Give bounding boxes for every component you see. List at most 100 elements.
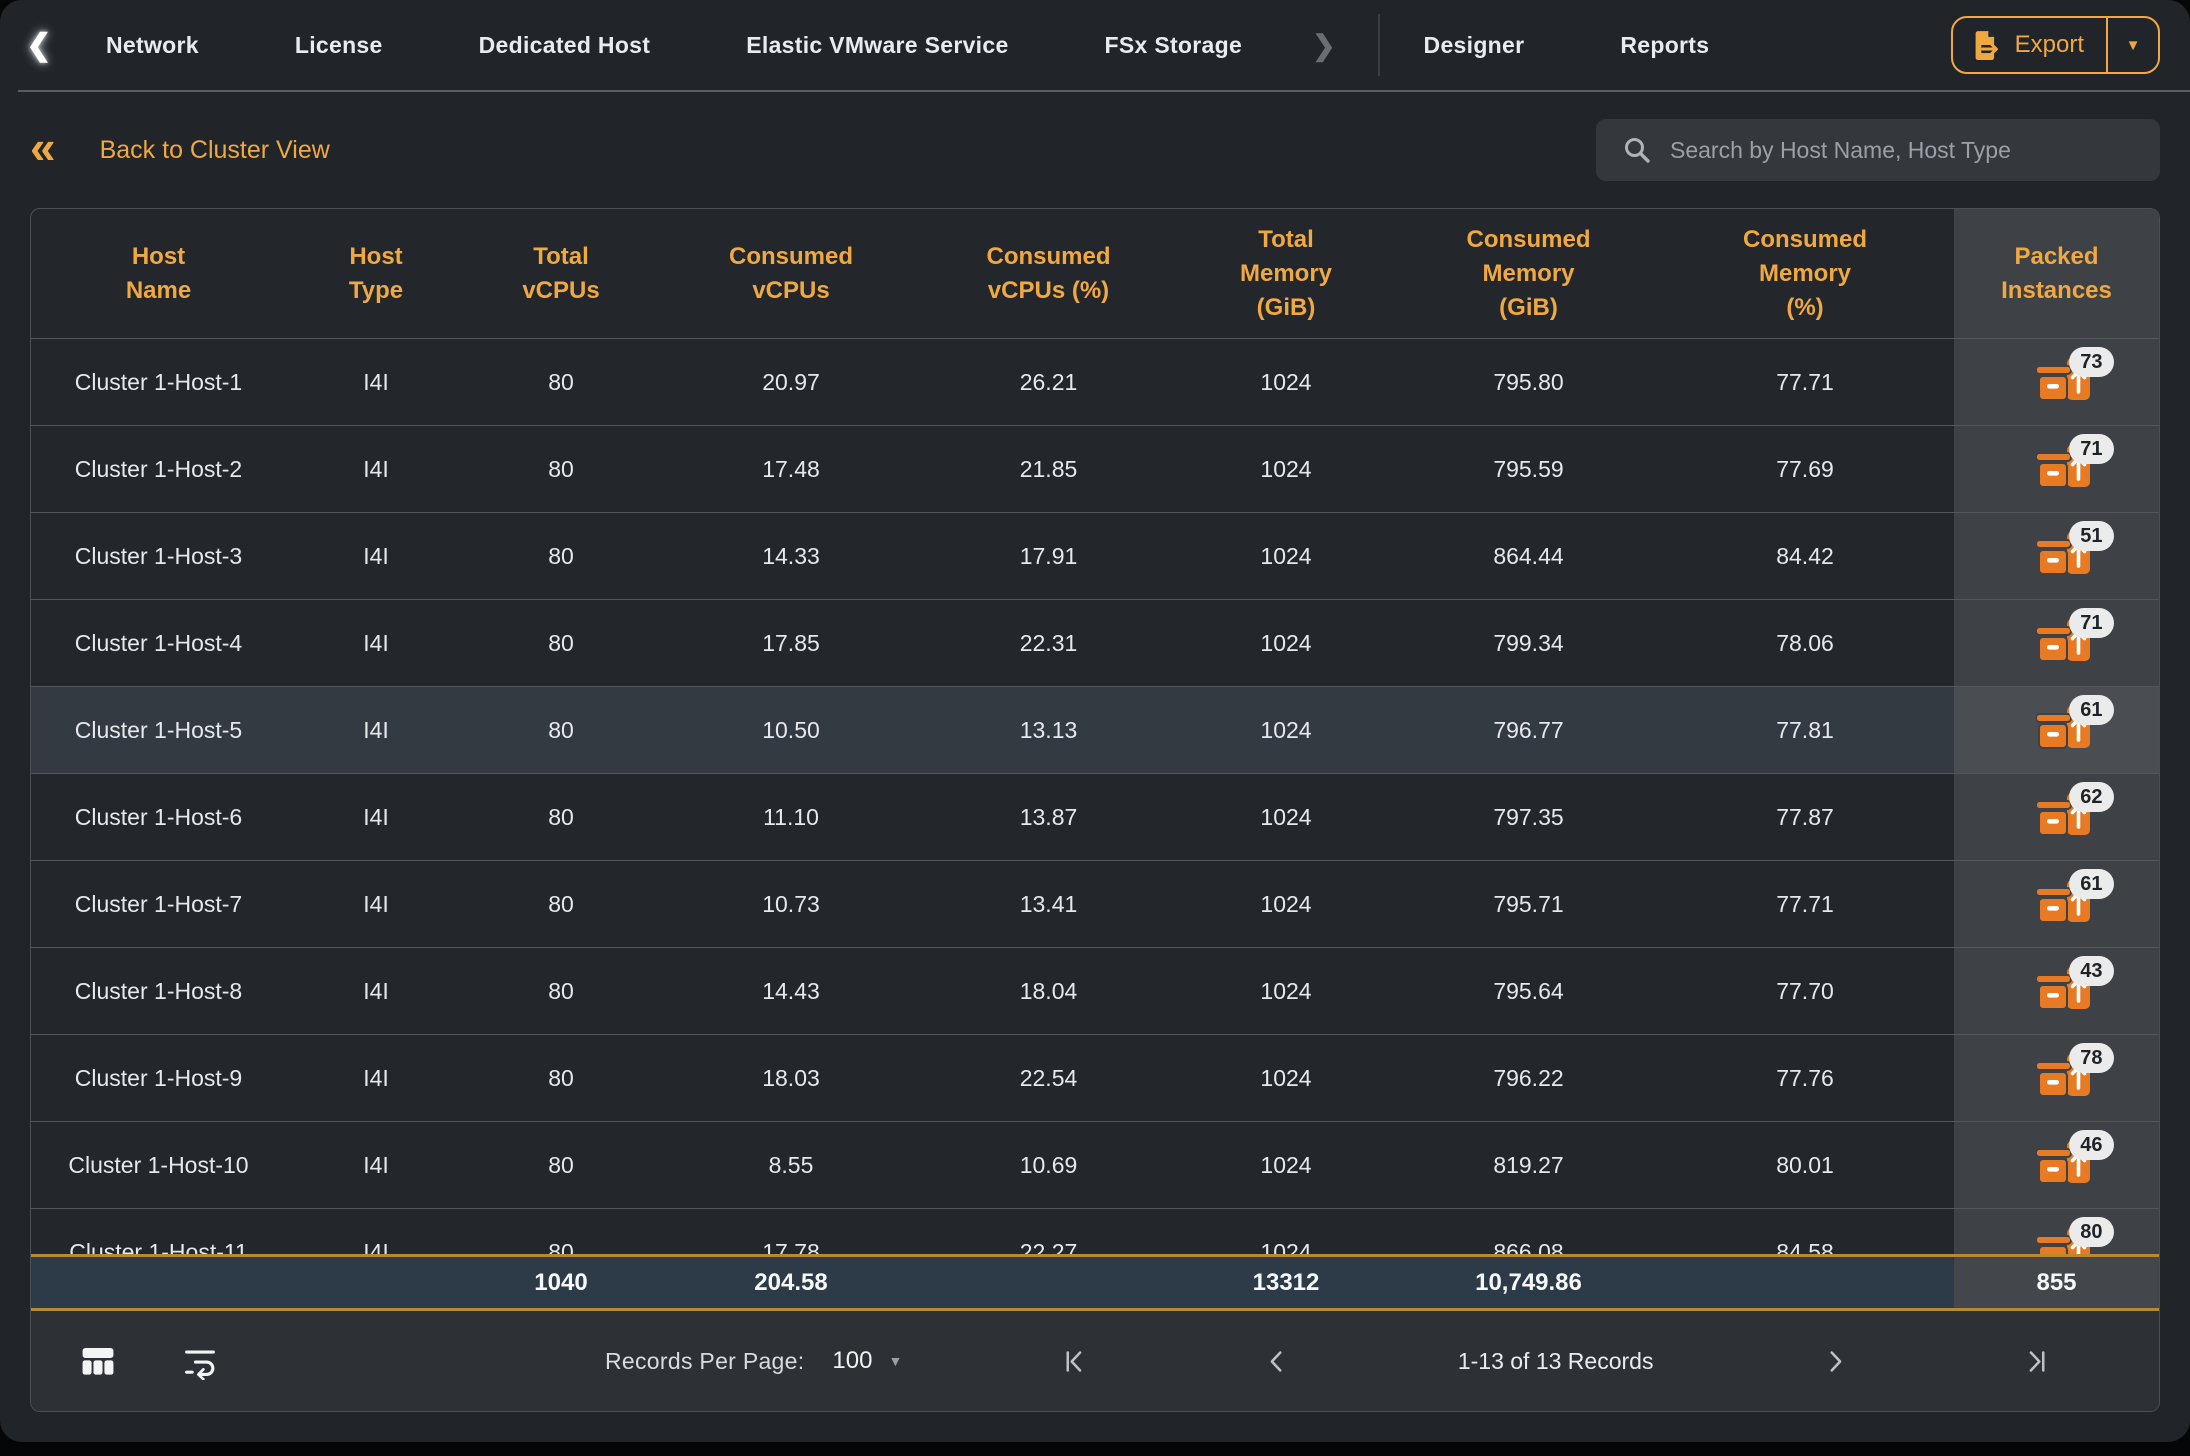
nav-tab-designer[interactable]: Designer: [1424, 32, 1525, 59]
cell-packed-instances: 73: [1954, 339, 2159, 426]
cell-consumed-memory-pct: 77.70: [1656, 948, 1954, 1035]
packed-instances-icon[interactable]: 61: [2036, 704, 2092, 750]
cell-packed-instances: 51: [1954, 513, 2159, 600]
cell-consumed-memory-pct: 77.71: [1656, 861, 1954, 948]
search-box[interactable]: [1596, 119, 2160, 181]
cell-consumed-memory: 795.59: [1401, 426, 1656, 513]
packed-instances-icon[interactable]: 62: [2036, 791, 2092, 837]
packed-instances-icon[interactable]: 43: [2036, 965, 2092, 1011]
pagination-range-label: 1-13 of 13 Records: [1458, 1348, 1654, 1375]
packed-instances-icon[interactable]: 61: [2036, 878, 2092, 924]
next-page-button[interactable]: [1812, 1339, 1856, 1383]
cell-host-name: Cluster 1-Host-5: [31, 687, 286, 774]
table-row[interactable]: Cluster 1-Host-4 I4I 80 17.85 22.31 1024…: [31, 600, 2159, 687]
table-row[interactable]: Cluster 1-Host-9 I4I 80 18.03 22.54 1024…: [31, 1035, 2159, 1122]
col-header-total-vcpus[interactable]: Total vCPUs: [466, 209, 656, 339]
packed-instances-icon[interactable]: 46: [2036, 1139, 2092, 1185]
text-wrap-icon[interactable]: [173, 1334, 227, 1388]
cell-packed-instances: 80: [1954, 1209, 2159, 1255]
cell-host-type: I4I: [286, 1209, 466, 1255]
col-header-consumed-vcpus[interactable]: Consumed vCPUs: [656, 209, 926, 339]
cell-consumed-memory: 799.34: [1401, 600, 1656, 687]
col-header-consumed-vcpus-pct[interactable]: Consumed vCPUs (%): [926, 209, 1171, 339]
packed-instances-icon[interactable]: 71: [2036, 443, 2092, 489]
cell-host-name: Cluster 1-Host-9: [31, 1035, 286, 1122]
table-row[interactable]: Cluster 1-Host-10 I4I 80 8.55 10.69 1024…: [31, 1122, 2159, 1209]
col-header-consumed-memory[interactable]: Consumed Memory (GiB): [1401, 209, 1656, 339]
nav-tab-elastic-vmware-service[interactable]: Elastic VMware Service: [746, 32, 1008, 59]
packed-instances-icon[interactable]: 71: [2036, 617, 2092, 663]
col-header-consumed-memory-pct[interactable]: Consumed Memory (%): [1656, 209, 1954, 339]
col-header-host-name[interactable]: Host Name: [31, 209, 286, 339]
last-page-button[interactable]: [2015, 1339, 2059, 1383]
col-header-host-type[interactable]: Host Type: [286, 209, 466, 339]
table-row[interactable]: Cluster 1-Host-1 I4I 80 20.97 26.21 1024…: [31, 339, 2159, 426]
export-button[interactable]: Export ▼: [1951, 16, 2160, 74]
export-icon: [1971, 30, 2001, 60]
cell-total-memory: 1024: [1171, 513, 1401, 600]
table-row[interactable]: Cluster 1-Host-11 I4I 80 17.78 22.27 102…: [31, 1209, 2159, 1255]
packed-instances-icon[interactable]: 51: [2036, 530, 2092, 576]
nav-tab-network[interactable]: Network: [106, 32, 199, 59]
nav-tab-fsx-storage[interactable]: FSx Storage: [1105, 32, 1243, 59]
cell-packed-instances: 61: [1954, 861, 2159, 948]
packed-instances-icon[interactable]: 78: [2036, 1052, 2092, 1098]
cell-consumed-vcpus-pct: 13.87: [926, 774, 1171, 861]
cell-consumed-vcpus: 20.97: [656, 339, 926, 426]
nav-tab-reports[interactable]: Reports: [1620, 32, 1709, 59]
table-row[interactable]: Cluster 1-Host-7 I4I 80 10.73 13.41 1024…: [31, 861, 2159, 948]
nav-overflow-chevron-icon[interactable]: ❯: [1312, 29, 1335, 62]
first-page-button[interactable]: [1052, 1339, 1096, 1383]
nav-tabs: Network License Dedicated Host Elastic V…: [106, 32, 1242, 59]
packed-instances-icon[interactable]: 80: [2036, 1226, 2092, 1254]
back-to-cluster-view-link[interactable]: « Back to Cluster View: [30, 130, 330, 170]
cell-consumed-memory: 795.71: [1401, 861, 1656, 948]
nav-tab-dedicated-host[interactable]: Dedicated Host: [479, 32, 651, 59]
col-header-packed-instances[interactable]: Packed Instances: [1954, 209, 2159, 339]
table-row[interactable]: Cluster 1-Host-5 I4I 80 10.50 13.13 1024…: [31, 687, 2159, 774]
col-header-total-memory[interactable]: Total Memory (GiB): [1171, 209, 1401, 339]
export-dropdown-caret-icon[interactable]: ▼: [2108, 18, 2158, 72]
cell-consumed-memory-pct: 77.69: [1656, 426, 1954, 513]
search-input[interactable]: [1668, 136, 2142, 165]
cell-consumed-vcpus: 17.78: [656, 1209, 926, 1255]
cell-host-type: I4I: [286, 861, 466, 948]
summary-total-vcpus: 1040: [466, 1256, 656, 1310]
cell-host-name: Cluster 1-Host-1: [31, 339, 286, 426]
cell-consumed-vcpus-pct: 22.54: [926, 1035, 1171, 1122]
cell-total-vcpus: 80: [466, 861, 656, 948]
column-settings-icon[interactable]: [71, 1334, 125, 1388]
cell-total-memory: 1024: [1171, 861, 1401, 948]
cell-packed-instances: 43: [1954, 948, 2159, 1035]
records-per-page-caret-icon: ▼: [888, 1353, 902, 1369]
cell-consumed-memory: 796.77: [1401, 687, 1656, 774]
cell-consumed-memory: 796.22: [1401, 1035, 1656, 1122]
records-per-page-select[interactable]: 100 ▼: [832, 1347, 902, 1375]
nav-tab-license[interactable]: License: [295, 32, 383, 59]
cell-consumed-vcpus-pct: 10.69: [926, 1122, 1171, 1209]
cell-consumed-vcpus: 17.85: [656, 600, 926, 687]
cell-host-type: I4I: [286, 948, 466, 1035]
cell-host-type: I4I: [286, 1035, 466, 1122]
packed-count-badge: 80: [2069, 1217, 2113, 1247]
cell-consumed-vcpus-pct: 22.27: [926, 1209, 1171, 1255]
export-label: Export: [2015, 31, 2084, 59]
table-row[interactable]: Cluster 1-Host-8 I4I 80 14.43 18.04 1024…: [31, 948, 2159, 1035]
table-row[interactable]: Cluster 1-Host-2 I4I 80 17.48 21.85 1024…: [31, 426, 2159, 513]
cell-total-vcpus: 80: [466, 774, 656, 861]
cell-consumed-vcpus: 8.55: [656, 1122, 926, 1209]
summary-consumed-vcpus: 204.58: [656, 1256, 926, 1310]
cell-consumed-vcpus: 10.73: [656, 861, 926, 948]
cell-packed-instances: 62: [1954, 774, 2159, 861]
packed-count-badge: 61: [2069, 869, 2113, 899]
previous-page-button[interactable]: [1255, 1339, 1299, 1383]
nav-right-tabs: Designer Reports: [1424, 32, 1710, 59]
cell-total-memory: 1024: [1171, 339, 1401, 426]
table-body-scroll-area[interactable]: Cluster 1-Host-1 I4I 80 20.97 26.21 1024…: [31, 339, 2159, 1254]
nav-back-chevron-icon[interactable]: ❮: [0, 28, 78, 63]
search-icon: [1622, 135, 1652, 165]
packed-instances-icon[interactable]: 73: [2036, 356, 2092, 402]
table-row[interactable]: Cluster 1-Host-3 I4I 80 14.33 17.91 1024…: [31, 513, 2159, 600]
cell-consumed-vcpus-pct: 13.13: [926, 687, 1171, 774]
table-row[interactable]: Cluster 1-Host-6 I4I 80 11.10 13.87 1024…: [31, 774, 2159, 861]
